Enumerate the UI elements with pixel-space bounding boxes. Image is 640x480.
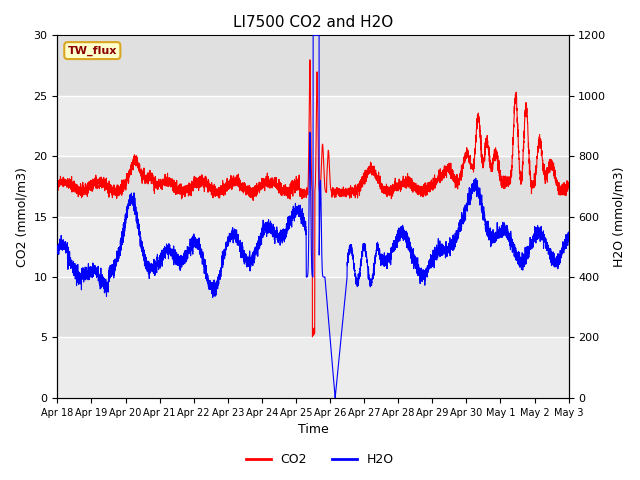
Bar xyxy=(58,36,568,96)
Bar xyxy=(58,216,568,277)
Y-axis label: CO2 (mmol/m3): CO2 (mmol/m3) xyxy=(15,167,28,266)
Bar xyxy=(58,156,568,216)
Bar xyxy=(58,337,568,398)
X-axis label: Time: Time xyxy=(298,423,328,436)
Legend: CO2, H2O: CO2, H2O xyxy=(241,448,399,471)
Text: TW_flux: TW_flux xyxy=(68,46,117,56)
Bar xyxy=(58,96,568,156)
Bar xyxy=(58,277,568,337)
Y-axis label: H2O (mmol/m3): H2O (mmol/m3) xyxy=(612,167,625,267)
Title: LI7500 CO2 and H2O: LI7500 CO2 and H2O xyxy=(233,15,393,30)
